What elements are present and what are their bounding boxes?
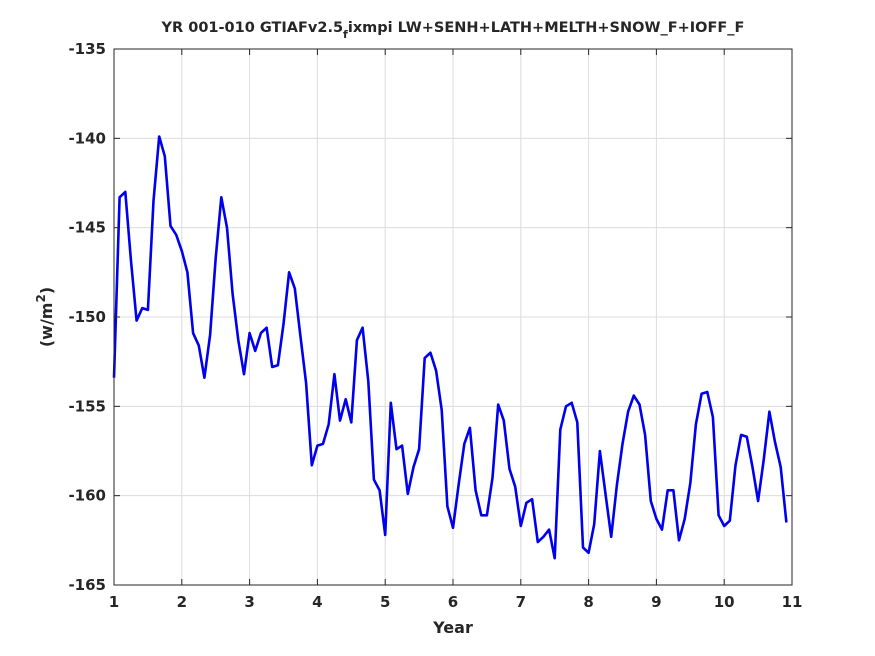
x-axis-label: Year [432, 618, 473, 637]
y-axis-label-superscript: 2 [34, 294, 48, 302]
y-axis-ticks: -135 -140 -145 -150 -155 -160 -165 [68, 40, 792, 594]
y-axis-label: (w/m2) [34, 287, 56, 347]
x-tick-label: 5 [380, 593, 390, 611]
x-tick-label: 6 [448, 593, 458, 611]
chart-title: YR 001-010 GTIAFv2.5fixmpi LW+SENH+LATH+… [161, 20, 745, 41]
y-axis-label-main: (w/m [37, 303, 56, 348]
x-tick-label: 3 [244, 593, 254, 611]
x-tick-label: 9 [651, 593, 661, 611]
y-tick-label: -165 [68, 576, 106, 594]
x-tick-label: 8 [583, 593, 593, 611]
y-tick-label: -155 [68, 397, 106, 415]
x-tick-label: 4 [312, 593, 322, 611]
y-tick-label: -145 [68, 219, 106, 237]
series-line [112, 135, 788, 560]
x-tick-label: 10 [714, 593, 735, 611]
chart-title-subscript: f [343, 28, 348, 41]
x-tick-label: 11 [782, 593, 803, 611]
x-tick-label: 2 [177, 593, 187, 611]
y-tick-label: -160 [68, 487, 106, 505]
x-tick-label: 7 [516, 593, 526, 611]
x-tick-label: 1 [109, 593, 119, 611]
y-tick-label: -135 [68, 40, 106, 58]
x-axis-ticks: 1 2 3 4 5 6 7 8 9 10 11 [109, 49, 803, 611]
y-axis-label-close: ) [37, 287, 56, 294]
y-tick-label: -150 [68, 308, 106, 326]
chart-title-rest: ixmpi LW+SENH+LATH+MELTH+SNOW_F+IOFF_F [348, 20, 745, 36]
chart-title-main: YR 001-010 GTIAFv2.5 [161, 20, 344, 36]
y-tick-label: -140 [68, 129, 106, 147]
